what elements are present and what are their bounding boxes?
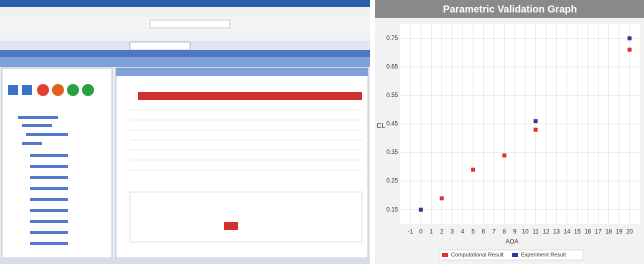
point bbox=[534, 128, 538, 132]
page: Parametric Validation Graph CL AOA 0.15 0… bbox=[0, 0, 644, 264]
x-tick-label: 12 bbox=[543, 230, 550, 236]
point bbox=[534, 119, 538, 123]
legend-label: Computational Result bbox=[451, 252, 504, 258]
x-tick-label: 18 bbox=[605, 230, 612, 236]
icon[interactable] bbox=[82, 84, 94, 96]
y-tick-label: 0.75 bbox=[386, 36, 398, 42]
y-axis-label: CL bbox=[377, 123, 386, 130]
legend-swatch bbox=[512, 253, 518, 257]
tree-panel bbox=[2, 68, 112, 258]
y-tick-label: 0.25 bbox=[386, 179, 398, 185]
options-box bbox=[130, 192, 362, 242]
links-bar bbox=[0, 31, 370, 41]
y-tick-label: 0.35 bbox=[386, 150, 398, 156]
run-button[interactable] bbox=[224, 222, 238, 230]
search-box[interactable] bbox=[150, 20, 230, 28]
x-tick-label: 13 bbox=[553, 230, 560, 236]
status-bar bbox=[0, 258, 370, 264]
point bbox=[471, 168, 475, 172]
x-tick-label: 17 bbox=[595, 230, 602, 236]
icon[interactable] bbox=[8, 85, 18, 95]
table-header bbox=[138, 92, 362, 100]
point bbox=[440, 196, 444, 200]
title-bar bbox=[0, 0, 370, 7]
x-tick-label: 10 bbox=[522, 230, 529, 236]
y-tick-label: 0.65 bbox=[386, 64, 398, 70]
x-axis-label: AOA bbox=[506, 240, 519, 246]
x-tick-label: 19 bbox=[616, 230, 623, 236]
x-tick-label: 16 bbox=[584, 230, 591, 236]
app-subheader bbox=[0, 57, 370, 67]
icon[interactable] bbox=[67, 84, 79, 96]
point bbox=[628, 48, 632, 52]
point bbox=[419, 208, 423, 212]
active-tab[interactable] bbox=[130, 42, 190, 50]
legend-swatch bbox=[442, 253, 448, 257]
icon[interactable] bbox=[37, 84, 49, 96]
chart: Parametric Validation Graph CL AOA 0.15 0… bbox=[375, 0, 644, 264]
point bbox=[502, 153, 506, 157]
x-tick-label: 11 bbox=[533, 230, 540, 236]
x-tick-label: 20 bbox=[626, 230, 633, 236]
browser-window bbox=[0, 0, 370, 264]
icon[interactable] bbox=[22, 85, 32, 95]
y-tick-label: 0.45 bbox=[386, 122, 398, 128]
x-tick-label: 15 bbox=[574, 230, 581, 236]
legend-label: Experiment Result bbox=[521, 252, 566, 258]
screen: Parametric Validation Graph CL AOA 0.15 0… bbox=[0, 0, 644, 264]
point bbox=[628, 36, 632, 40]
app-header bbox=[0, 50, 370, 57]
y-tick-label: 0.55 bbox=[386, 93, 398, 99]
x-tick-label: 14 bbox=[564, 230, 571, 236]
icon[interactable] bbox=[52, 84, 64, 96]
content-header bbox=[116, 68, 368, 76]
menu-bar bbox=[0, 7, 370, 17]
chart-title: Parametric Validation Graph bbox=[443, 5, 577, 16]
x-tick-label: -1 bbox=[408, 230, 414, 236]
y-tick-label: 0.15 bbox=[386, 207, 398, 213]
